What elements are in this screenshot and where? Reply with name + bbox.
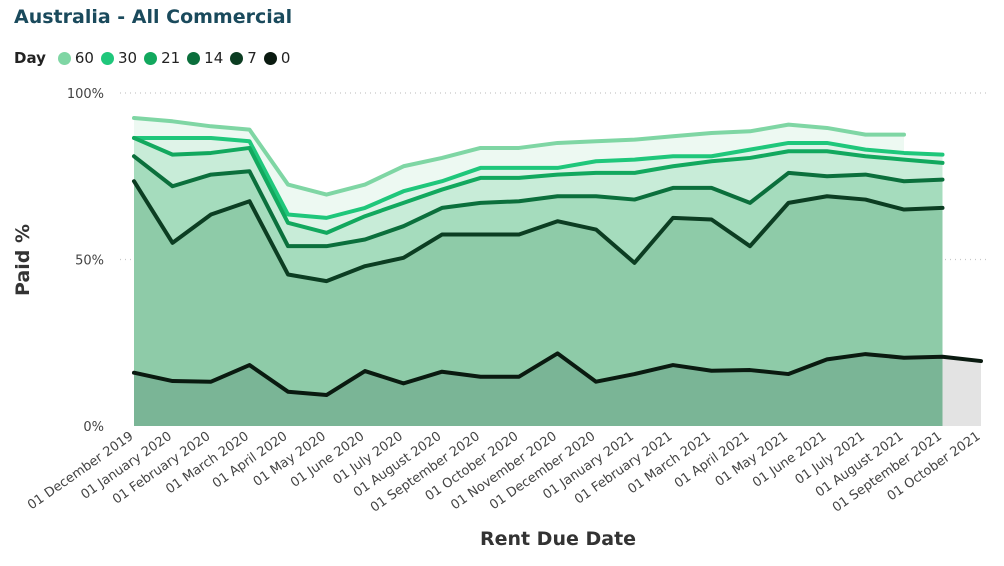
area-series-7 [134, 181, 943, 426]
legend: Day 60 30 21 14 7 0 [14, 49, 297, 67]
legend-swatch-icon [57, 51, 71, 65]
line-series-0 [132, 351, 983, 398]
legend-label: 30 [117, 49, 138, 67]
area-projection [942, 356, 981, 426]
line-series-7 [132, 179, 945, 284]
area-series-0 [134, 353, 981, 426]
legend-label: 0 [280, 49, 291, 67]
legend-items: 60 30 21 14 7 0 [57, 49, 297, 67]
legend-swatch-icon [144, 51, 158, 65]
line-series-60 [132, 115, 906, 197]
y-tick-label: 0% [83, 420, 104, 435]
legend-swatch-icon [230, 51, 244, 65]
y-axis-title: Paid % [12, 224, 34, 296]
y-tick-label: 100% [67, 87, 104, 102]
x-axis-title: Rent Due Date [480, 528, 636, 550]
line-series-30 [132, 135, 945, 220]
legend-item-7[interactable]: 7 [230, 49, 257, 67]
legend-swatch-icon [263, 51, 277, 65]
legend-title: Day [14, 49, 46, 67]
legend-item-14[interactable]: 14 [187, 49, 223, 67]
legend-label: 21 [161, 49, 181, 67]
legend-label: 14 [204, 49, 224, 67]
legend-item-21[interactable]: 21 [144, 49, 180, 67]
legend-label: 60 [74, 49, 94, 67]
legend-swatch-icon [187, 51, 201, 65]
legend-swatch-icon [100, 51, 114, 65]
line-series-14 [132, 154, 945, 249]
legend-item-30[interactable]: 30 [100, 49, 138, 67]
y-tick-label: 50% [75, 254, 104, 269]
legend-item-60[interactable]: 60 [57, 49, 94, 67]
legend-label: 7 [247, 49, 257, 67]
legend-item-0[interactable]: 0 [263, 49, 291, 67]
line-series-21 [132, 135, 945, 235]
chart-title: Australia - All Commercial [14, 6, 293, 28]
